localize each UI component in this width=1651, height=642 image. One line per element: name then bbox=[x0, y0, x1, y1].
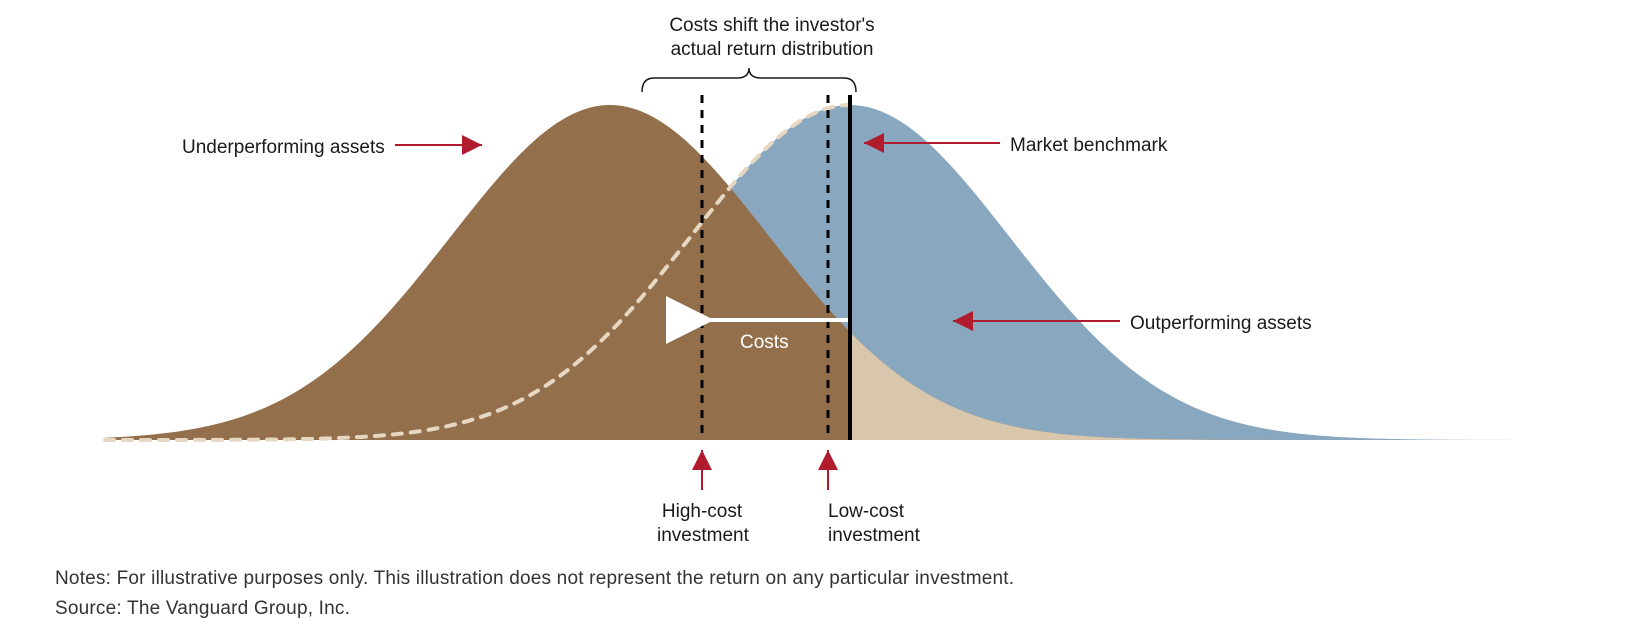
footer: Notes: For illustrative purposes only. T… bbox=[55, 568, 1014, 620]
label-low-cost-line2: investment bbox=[828, 525, 920, 546]
top-caption: Costs shift the investor's actual return… bbox=[662, 14, 882, 62]
label-outperforming: Outperforming assets bbox=[1130, 312, 1312, 336]
footer-notes: Notes: For illustrative purposes only. T… bbox=[55, 568, 1014, 590]
label-high-cost-line2: investment bbox=[657, 525, 749, 546]
label-low-cost: Low-cost investment bbox=[828, 500, 938, 548]
label-high-cost-line1: High-cost bbox=[662, 501, 742, 522]
label-high-cost: High-cost investment bbox=[657, 500, 747, 548]
label-underperforming-text: Underperforming assets bbox=[182, 137, 385, 158]
label-underperforming: Underperforming assets bbox=[182, 136, 385, 160]
chart-svg-container: Costs bbox=[0, 0, 1651, 565]
distribution-chart: Costs bbox=[0, 0, 1651, 560]
top-caption-line2: actual return distribution bbox=[671, 39, 874, 60]
footer-source: Source: The Vanguard Group, Inc. bbox=[55, 598, 1014, 620]
label-low-cost-line1: Low-cost bbox=[828, 501, 904, 522]
figure-root: Costs Costs shift the investor's actual … bbox=[0, 0, 1651, 642]
top-caption-line1: Costs shift the investor's bbox=[669, 15, 874, 36]
top-brace bbox=[642, 68, 856, 92]
label-outperforming-text: Outperforming assets bbox=[1130, 313, 1312, 334]
costs-arrow-label: Costs bbox=[740, 332, 789, 353]
label-market-benchmark: Market benchmark bbox=[1010, 134, 1167, 158]
label-market-benchmark-text: Market benchmark bbox=[1010, 135, 1167, 156]
